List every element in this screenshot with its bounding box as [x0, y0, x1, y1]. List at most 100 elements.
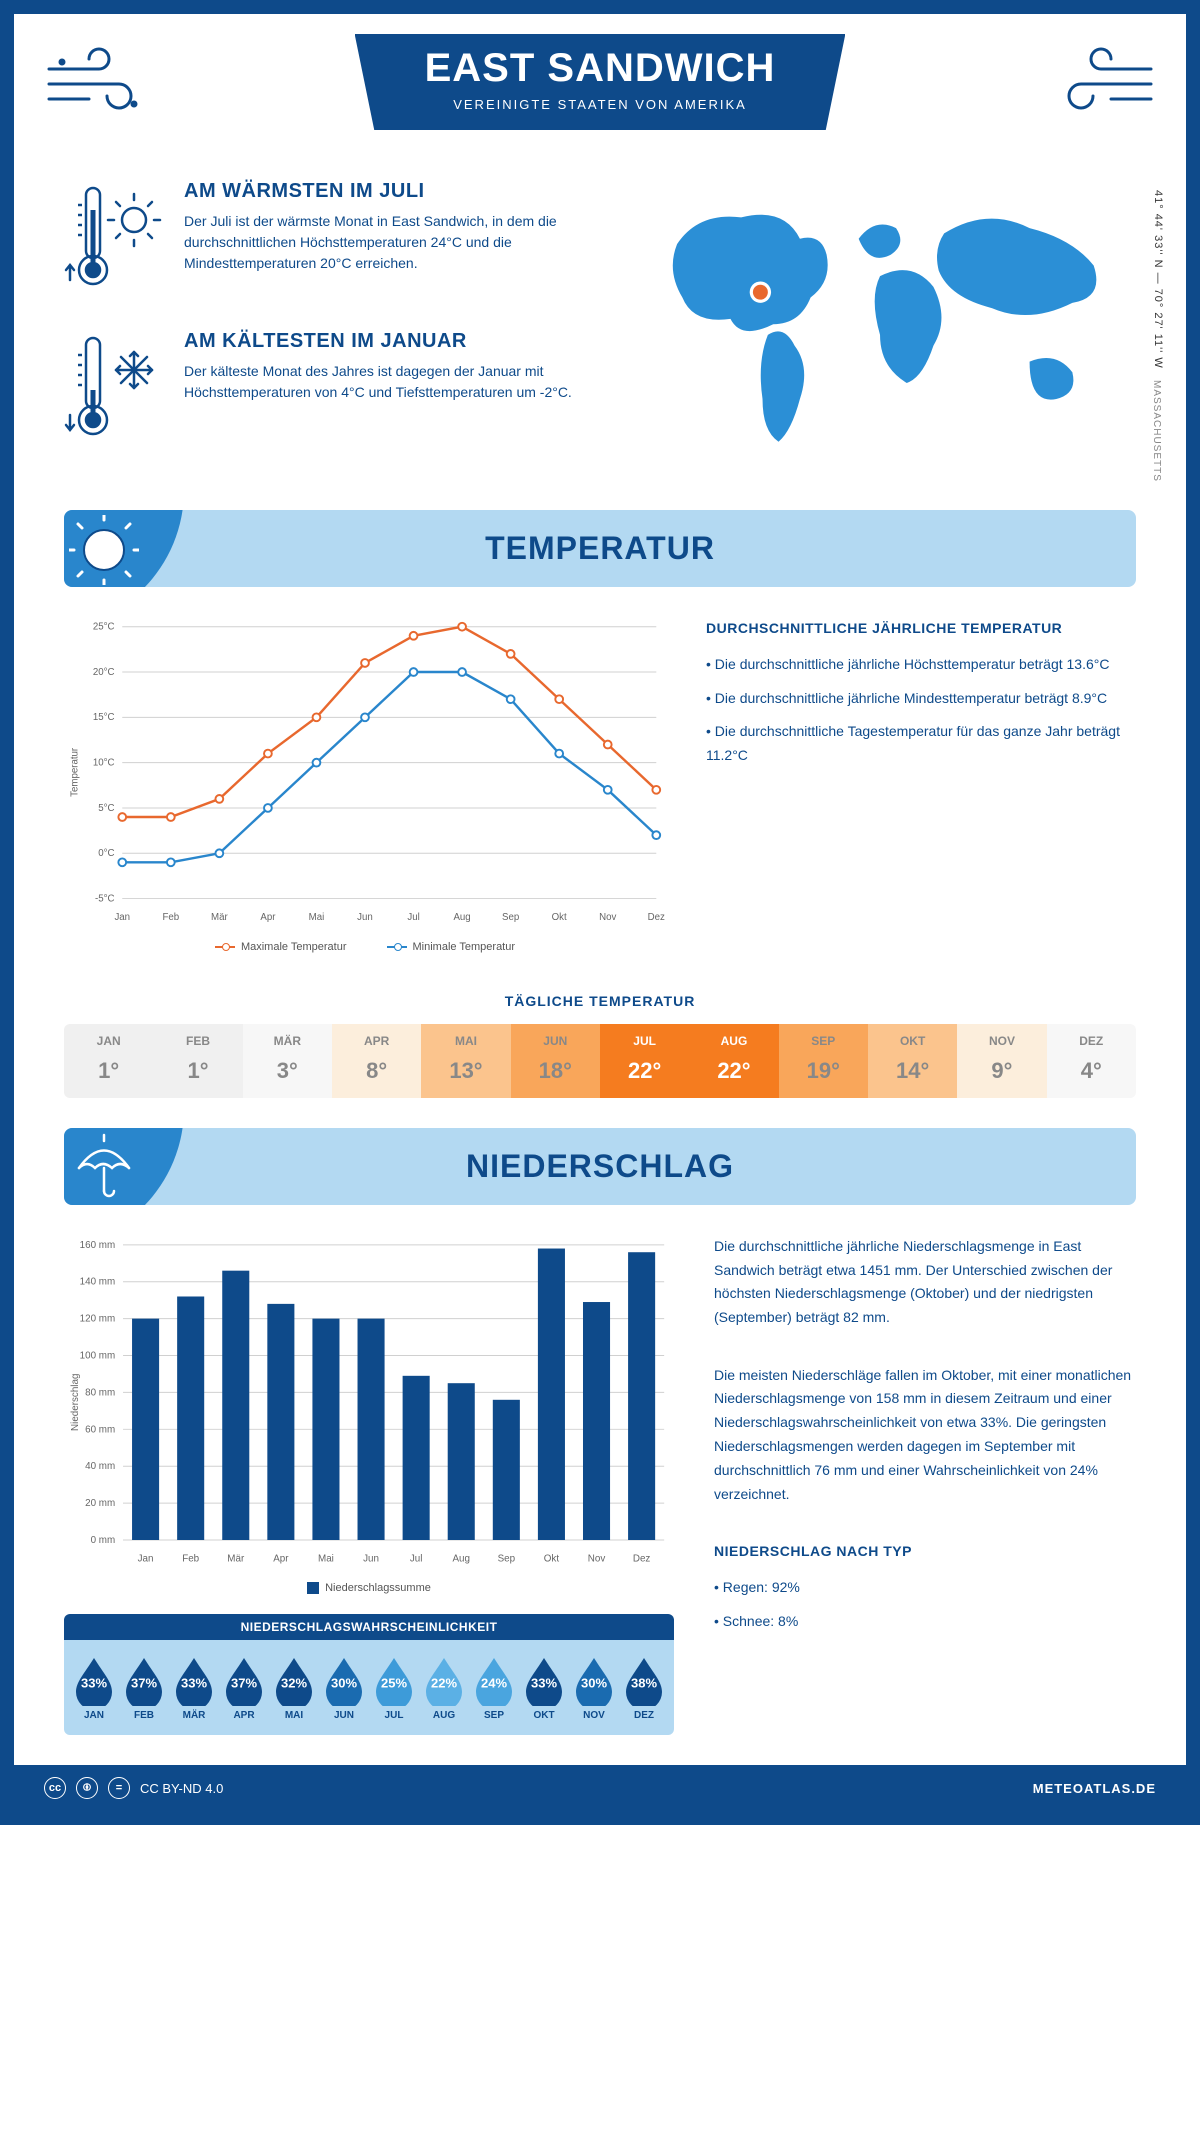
svg-text:Dez: Dez — [648, 912, 665, 923]
cc-icon: cc — [44, 1777, 66, 1799]
temperature-line-chart: -5°C0°C5°C10°C15°C20°C25°CJanFebMärAprMa… — [64, 617, 666, 953]
svg-text:Apr: Apr — [273, 1553, 289, 1564]
by-icon: 🅯 — [76, 1777, 98, 1799]
svg-text:Sep: Sep — [498, 1553, 516, 1564]
daily-cell: JUN18° — [511, 1024, 600, 1098]
svg-text:100 mm: 100 mm — [80, 1350, 116, 1361]
svg-text:Feb: Feb — [162, 912, 179, 923]
temperature-side-text: DURCHSCHNITTLICHE JÄHRLICHE TEMPERATUR •… — [706, 617, 1136, 953]
svg-text:Aug: Aug — [453, 912, 470, 923]
wind-icon-right — [1036, 44, 1156, 124]
svg-text:5°C: 5°C — [98, 803, 114, 814]
prob-drop: 24%SEP — [470, 1654, 518, 1721]
precip-prob-title: NIEDERSCHLAGSWAHRSCHEINLICHKEIT — [64, 1614, 674, 1640]
svg-text:10°C: 10°C — [93, 758, 115, 769]
prob-drop: 22%AUG — [420, 1654, 468, 1721]
svg-text:Niederschlag: Niederschlag — [70, 1373, 81, 1430]
svg-text:Jun: Jun — [357, 912, 373, 923]
svg-text:Jun: Jun — [363, 1553, 379, 1564]
coldest-text: Der kälteste Monat des Jahres ist dagege… — [184, 361, 605, 403]
svg-text:40 mm: 40 mm — [85, 1461, 115, 1472]
legend-precip: Niederschlagssumme — [307, 1582, 431, 1594]
state-label: MASSACHUSETTS — [1151, 380, 1162, 482]
prob-drop: 33%OKT — [520, 1654, 568, 1721]
svg-text:20°C: 20°C — [93, 667, 115, 678]
prob-drop: 33%JAN — [70, 1654, 118, 1721]
svg-text:15°C: 15°C — [93, 712, 115, 723]
svg-text:120 mm: 120 mm — [80, 1313, 116, 1324]
temperature-title: TEMPERATUR — [64, 530, 1136, 567]
svg-text:20 mm: 20 mm — [85, 1498, 115, 1509]
prob-drop: 32%MAI — [270, 1654, 318, 1721]
svg-text:Okt: Okt — [544, 1553, 560, 1564]
infographic-page: EAST SANDWICH VEREINIGTE STAATEN VON AME… — [0, 0, 1200, 1825]
precip-bar-chart: 0 mm 20 mm 40 mm 60 mm 80 mm 100 mm 120 mm 140 … — [64, 1235, 674, 1736]
prob-drop: 30%NOV — [570, 1654, 618, 1721]
svg-text:Nov: Nov — [588, 1553, 606, 1564]
prob-drop: 30%JUN — [320, 1654, 368, 1721]
daily-cell: APR8° — [332, 1024, 421, 1098]
daily-cell: OKT14° — [868, 1024, 957, 1098]
warmest-block: AM WÄRMSTEN IM JULI Der Juli ist der wär… — [64, 180, 605, 300]
svg-text:Jul: Jul — [410, 1553, 423, 1564]
svg-text:Feb: Feb — [182, 1553, 199, 1564]
svg-text:Mai: Mai — [318, 1553, 334, 1564]
svg-text:Jul: Jul — [407, 912, 419, 923]
prob-drop: 37%APR — [220, 1654, 268, 1721]
svg-text:0°C: 0°C — [98, 848, 114, 859]
thermometer-cold-icon — [64, 330, 164, 450]
intro-row: AM WÄRMSTEN IM JULI Der Juli ist der wär… — [64, 180, 1136, 480]
daily-temp-grid: JAN1°FEB1°MÄR3°APR8°MAI13°JUN18°JUL22°AU… — [64, 1024, 1136, 1098]
prob-drop: 25%JUL — [370, 1654, 418, 1721]
header: EAST SANDWICH VEREINIGTE STAATEN VON AME… — [14, 14, 1186, 130]
svg-text:Aug: Aug — [452, 1553, 470, 1564]
prob-drop: 38%DEZ — [620, 1654, 668, 1721]
thermometer-warm-icon — [64, 180, 164, 300]
precip-prob-row: 33%JAN37%FEB33%MÄR37%APR32%MAI30%JUN25%J… — [64, 1640, 674, 1735]
temperature-section-header: TEMPERATUR — [64, 510, 1136, 587]
svg-text:Temperatur: Temperatur — [70, 747, 81, 797]
daily-cell: DEZ4° — [1047, 1024, 1136, 1098]
svg-text:Mai: Mai — [309, 912, 325, 923]
daily-cell: MAI13° — [421, 1024, 510, 1098]
daily-cell: MÄR3° — [243, 1024, 332, 1098]
page-subtitle: VEREINIGTE STAATEN VON AMERIKA — [425, 97, 776, 112]
title-ribbon: EAST SANDWICH VEREINIGTE STAATEN VON AME… — [355, 34, 846, 130]
svg-text:80 mm: 80 mm — [85, 1387, 115, 1398]
svg-text:0 mm: 0 mm — [91, 1535, 116, 1546]
prob-drop: 33%MÄR — [170, 1654, 218, 1721]
wind-icon-left — [44, 44, 164, 124]
sun-icon — [69, 515, 139, 585]
coldest-title: AM KÄLTESTEN IM JANUAR — [184, 330, 605, 353]
svg-text:160 mm: 160 mm — [80, 1239, 116, 1250]
page-title: EAST SANDWICH — [425, 46, 776, 91]
world-map — [645, 180, 1136, 463]
prob-drop: 37%FEB — [120, 1654, 168, 1721]
footer: cc 🅯 = CC BY-ND 4.0 METEOATLAS.DE — [14, 1765, 1186, 1811]
daily-cell: JAN1° — [64, 1024, 153, 1098]
daily-cell: FEB1° — [153, 1024, 242, 1098]
legend-min: Minimale Temperatur — [387, 941, 516, 953]
legend-max: Maximale Temperatur — [215, 941, 347, 953]
precip-section-header: NIEDERSCHLAG — [64, 1128, 1136, 1205]
daily-cell: JUL22° — [600, 1024, 689, 1098]
nd-icon: = — [108, 1777, 130, 1799]
daily-cell: SEP19° — [779, 1024, 868, 1098]
precip-side-text: Die durchschnittliche jährliche Niedersc… — [714, 1235, 1136, 1736]
svg-text:-5°C: -5°C — [95, 893, 114, 904]
daily-cell: NOV9° — [957, 1024, 1046, 1098]
svg-text:60 mm: 60 mm — [85, 1424, 115, 1435]
svg-text:Okt: Okt — [552, 912, 567, 923]
svg-text:Sep: Sep — [502, 912, 519, 923]
svg-text:Nov: Nov — [599, 912, 616, 923]
warmest-title: AM WÄRMSTEN IM JULI — [184, 180, 605, 203]
svg-text:Jan: Jan — [114, 912, 130, 923]
svg-text:Apr: Apr — [260, 912, 276, 923]
license-text: CC BY-ND 4.0 — [140, 1781, 223, 1796]
svg-text:Jan: Jan — [138, 1553, 154, 1564]
svg-text:140 mm: 140 mm — [80, 1276, 116, 1287]
umbrella-icon — [69, 1133, 139, 1203]
svg-text:25°C: 25°C — [93, 622, 115, 633]
site-name: METEOATLAS.DE — [1033, 1781, 1156, 1796]
warmest-text: Der Juli ist der wärmste Monat in East S… — [184, 211, 605, 274]
